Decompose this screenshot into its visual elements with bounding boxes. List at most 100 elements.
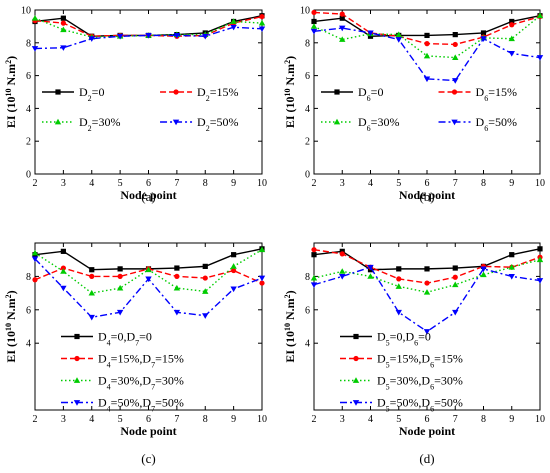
data-point bbox=[424, 280, 430, 286]
data-point bbox=[311, 247, 317, 253]
x-tick-label: 7 bbox=[453, 178, 458, 189]
data-point bbox=[116, 33, 124, 40]
x-tick-label: 10 bbox=[535, 178, 545, 189]
data-point bbox=[480, 36, 487, 42]
x-tick-label: 10 bbox=[535, 414, 545, 425]
y-tick-label: 2 bbox=[305, 137, 310, 148]
legend-marker bbox=[451, 119, 458, 126]
data-point bbox=[32, 277, 38, 283]
data-point bbox=[452, 32, 458, 38]
panel-caption: (c) bbox=[141, 451, 155, 466]
x-tick-label: 9 bbox=[231, 414, 236, 425]
x-tick-label: 7 bbox=[453, 414, 458, 425]
data-point bbox=[60, 45, 67, 51]
series-line bbox=[34, 15, 263, 37]
data-point bbox=[452, 281, 459, 288]
legend-label: D2=30% bbox=[79, 115, 120, 133]
legend-label: D4=30%,D7=30% bbox=[98, 374, 184, 392]
x-axis-title: Node point bbox=[120, 188, 176, 202]
data-point bbox=[423, 329, 431, 335]
panel-caption: (b) bbox=[419, 189, 434, 204]
data-point bbox=[202, 313, 209, 319]
data-point bbox=[173, 33, 181, 39]
x-tick-label: 5 bbox=[396, 178, 401, 189]
data-point bbox=[367, 30, 374, 37]
x-tick-label: 6 bbox=[146, 178, 151, 189]
y-tick-label: 8 bbox=[26, 272, 31, 283]
data-point bbox=[60, 265, 66, 271]
data-point bbox=[258, 26, 266, 33]
data-point bbox=[31, 249, 39, 256]
data-point bbox=[60, 20, 66, 26]
legend-marker bbox=[352, 377, 360, 383]
legend-item: D5=15%,D6=15% bbox=[340, 352, 463, 370]
data-point bbox=[145, 266, 152, 273]
data-point bbox=[145, 33, 152, 39]
data-point bbox=[88, 289, 95, 296]
data-point bbox=[536, 12, 544, 19]
data-point bbox=[88, 36, 95, 42]
data-point bbox=[395, 31, 402, 37]
x-tick-label: 3 bbox=[340, 414, 345, 425]
x-tick-label: 6 bbox=[146, 414, 151, 425]
legend-label: D5=50%,D6=50% bbox=[377, 396, 463, 414]
x-axis-title: Node point bbox=[399, 188, 455, 202]
legend-item: D2=15% bbox=[160, 85, 238, 103]
x-tick-label: 3 bbox=[340, 178, 345, 189]
data-point bbox=[509, 22, 515, 28]
data-point bbox=[258, 246, 266, 253]
data-point bbox=[31, 46, 39, 52]
series-line bbox=[313, 266, 541, 333]
data-point bbox=[202, 288, 209, 294]
y-tick-label: 4 bbox=[26, 339, 31, 350]
data-point bbox=[60, 26, 67, 33]
x-axis-title: Node point bbox=[120, 424, 176, 438]
legend-label: D6=15% bbox=[476, 85, 517, 103]
legend: D2=0 D2=15% D2=30% D2=50% bbox=[42, 85, 238, 133]
data-point bbox=[202, 275, 208, 281]
data-point bbox=[452, 274, 458, 280]
data-point bbox=[480, 266, 487, 273]
y-tick-label: 2 bbox=[26, 137, 31, 148]
legend-label: D5=15%,D6=15% bbox=[377, 352, 463, 370]
legend-item: D5=50%,D6=50% bbox=[340, 396, 463, 414]
x-tick-label: 2 bbox=[312, 178, 317, 189]
data-point bbox=[536, 256, 544, 263]
x-axis-title: Node point bbox=[399, 424, 455, 438]
y-tick-label: 0 bbox=[26, 170, 31, 181]
series-line bbox=[313, 15, 541, 59]
panel-c: 2 3 4 5 6 7 8 9 10 4 6 8 Node point EI (1010 N.m2) D4=… bbox=[4, 242, 267, 466]
data-point bbox=[311, 18, 317, 25]
legend-item: D5=0,D6=0 bbox=[340, 330, 431, 347]
x-tick-label: 9 bbox=[231, 178, 236, 189]
data-point bbox=[230, 286, 237, 293]
y-axis-title: EI (1010 N.m2) bbox=[283, 290, 298, 362]
data-point bbox=[367, 264, 374, 271]
x-tick-label: 3 bbox=[61, 178, 66, 189]
data-point bbox=[452, 78, 459, 84]
data-point bbox=[258, 275, 266, 282]
x-tick-label: 8 bbox=[203, 414, 208, 425]
x-tick-label: 4 bbox=[368, 178, 373, 189]
legend-item: D6=30% bbox=[321, 115, 399, 133]
data-point bbox=[231, 252, 237, 258]
data-point bbox=[60, 268, 67, 274]
data-point bbox=[60, 15, 66, 21]
x-tick-label: 8 bbox=[203, 178, 208, 189]
legend-marker bbox=[173, 89, 179, 95]
data-point bbox=[89, 267, 95, 273]
data-point bbox=[310, 282, 318, 288]
legend-label: D6=50% bbox=[476, 115, 517, 133]
data-point bbox=[202, 263, 208, 269]
data-point bbox=[536, 278, 544, 284]
data-point bbox=[424, 32, 430, 39]
legend: D4=0,D7=0 D4=15%,D7=15% D4=30%,D7=30% D4=50… bbox=[61, 330, 184, 413]
legend-item: D6=0 bbox=[321, 85, 383, 103]
data-point bbox=[537, 246, 543, 252]
data-point bbox=[424, 41, 430, 47]
legend-label: D6=30% bbox=[358, 115, 399, 133]
x-tick-label: 6 bbox=[425, 414, 430, 425]
y-tick-label: 8 bbox=[305, 38, 310, 49]
